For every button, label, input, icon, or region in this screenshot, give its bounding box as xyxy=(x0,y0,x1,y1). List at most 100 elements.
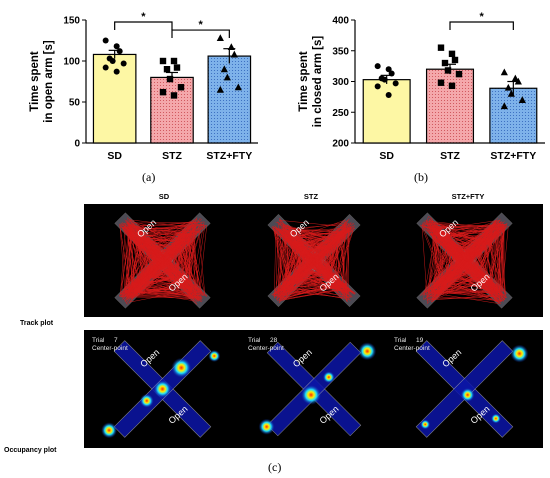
x-tick-label: STZ+FTY xyxy=(206,150,252,162)
significance-label: * xyxy=(199,19,204,31)
data-point xyxy=(113,68,120,75)
data-point xyxy=(216,85,224,93)
track-path xyxy=(118,216,208,305)
x-tick-label: STZ+FTY xyxy=(490,150,536,162)
data-point xyxy=(500,102,508,110)
column-label-stz: STZ xyxy=(303,192,319,201)
significance-bracket xyxy=(171,29,230,39)
heat-spot xyxy=(301,384,322,405)
data-point xyxy=(504,83,512,91)
heat-spot xyxy=(153,380,172,398)
y-tick-label: 50 xyxy=(69,98,81,109)
y-tick-label: 0 xyxy=(74,139,80,150)
center-point-label: Center-point xyxy=(248,345,284,352)
x-tick-label: SD xyxy=(107,150,122,162)
data-point xyxy=(514,77,522,85)
heat-spot xyxy=(258,418,275,435)
data-point xyxy=(109,58,116,64)
data-point xyxy=(163,66,171,73)
data-point xyxy=(216,34,224,42)
x-tick-label: STZ xyxy=(162,150,182,162)
panel-label-b: (b) xyxy=(414,170,428,184)
data-point xyxy=(507,90,515,97)
heat-spot xyxy=(101,422,118,439)
data-point xyxy=(170,57,178,65)
data-point xyxy=(166,75,174,83)
significance-label: * xyxy=(480,11,485,23)
data-point xyxy=(385,92,392,99)
bar-chart-closed-arm: 200 250 300 350 400 Time spent in closed arm [… xyxy=(298,11,545,162)
data-point xyxy=(451,56,459,64)
data-point xyxy=(223,73,231,81)
data-point xyxy=(518,96,526,103)
data-point xyxy=(230,50,238,58)
bar-stz xyxy=(150,76,194,144)
track-plot-stz-fty: Open Open xyxy=(386,204,543,317)
y-tick-label: 100 xyxy=(63,57,80,68)
heat-spot xyxy=(358,342,377,361)
bar-chart-open-arm: 0 50 100 150 Time spent in open arm [s] SD STZ S… xyxy=(29,11,258,162)
bar-sd xyxy=(362,79,411,144)
bar-stz xyxy=(425,68,475,144)
data-point xyxy=(385,66,392,73)
data-point xyxy=(392,80,399,87)
data-point xyxy=(102,64,109,71)
bar-stz-fty xyxy=(489,87,538,144)
data-point xyxy=(234,83,242,91)
data-point xyxy=(500,68,508,76)
track-path xyxy=(271,218,356,304)
x-tick-label: SD xyxy=(379,150,394,162)
panel-label-a: (a) xyxy=(142,170,156,184)
y-tick-label: 400 xyxy=(332,16,349,27)
center-point-label: Center-point xyxy=(92,345,128,352)
data-point xyxy=(177,84,185,91)
data-point xyxy=(116,48,123,55)
data-point xyxy=(374,83,381,90)
data-point xyxy=(220,65,228,73)
data-point xyxy=(437,79,445,86)
data-point xyxy=(455,70,463,78)
x-tick-label: STZ xyxy=(440,150,460,162)
column-label-stz-fty: STZ+FTY xyxy=(451,192,485,201)
y-tick-label: 250 xyxy=(332,108,349,119)
data-point xyxy=(170,92,178,99)
row-label-occupancy-plot: Occupancy plot xyxy=(4,447,57,454)
data-point xyxy=(374,63,381,70)
significance-bracket xyxy=(449,21,514,30)
data-point xyxy=(511,74,519,82)
data-point xyxy=(448,82,456,90)
data-point xyxy=(159,57,167,65)
data-point xyxy=(159,88,167,96)
y-tick-label: 350 xyxy=(332,46,349,57)
bar-stz-fty xyxy=(207,55,252,144)
trial-value: 19 xyxy=(416,337,424,344)
occupancy-plot-sd: Trial 7 Center-point Open Open xyxy=(84,330,241,448)
data-point xyxy=(381,76,388,83)
heat-spot xyxy=(420,419,431,430)
data-point xyxy=(437,44,445,51)
y-tick-label: 300 xyxy=(332,77,349,88)
data-point xyxy=(227,43,235,51)
y-tick-label: 150 xyxy=(63,16,80,27)
heat-spot xyxy=(490,413,501,424)
occupancy-plot-stz-fty: Trial 19 Center-point Open Open xyxy=(386,330,543,448)
trial-label: Trial xyxy=(92,337,105,344)
trial-label: Trial xyxy=(394,337,407,344)
heat-spot xyxy=(171,357,192,378)
trial-value: 28 xyxy=(270,337,278,344)
significance-bracket xyxy=(114,21,173,30)
data-point xyxy=(102,37,109,44)
data-point xyxy=(444,67,452,74)
panel-label-c: (c) xyxy=(268,460,282,474)
trial-label: Trial xyxy=(248,337,261,344)
heat-spot xyxy=(322,371,335,384)
data-point xyxy=(448,50,456,58)
track-plot-stz: Open Open xyxy=(240,204,388,317)
column-label-sd: SD xyxy=(158,192,170,201)
heat-spot xyxy=(208,349,221,362)
data-point xyxy=(173,64,181,71)
